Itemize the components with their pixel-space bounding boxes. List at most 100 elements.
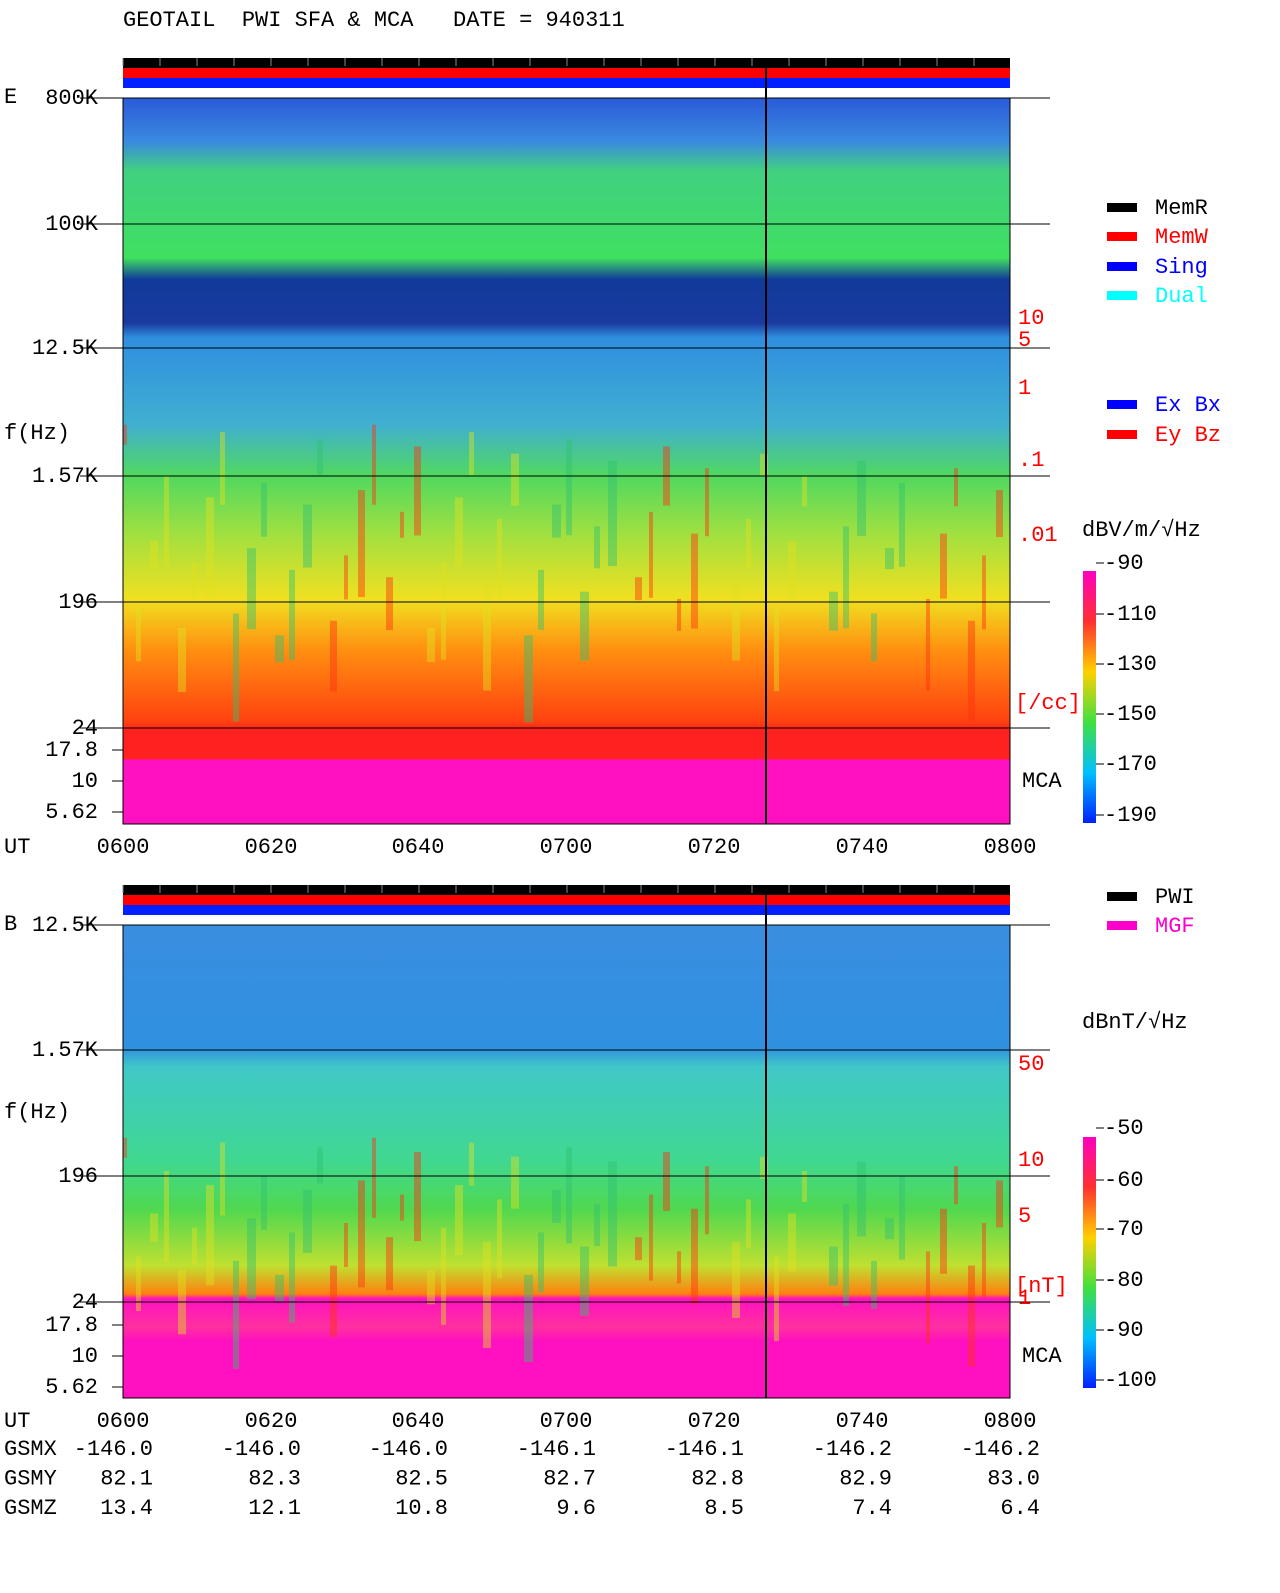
orbit-value: 82.9 xyxy=(839,1466,892,1491)
spectral-streak xyxy=(732,1241,740,1318)
spectral-streak xyxy=(330,620,337,692)
spectral-streak xyxy=(344,1222,348,1267)
legend-swatch xyxy=(1107,262,1137,271)
y-tick-label: 24 xyxy=(72,716,98,741)
legend-swatch xyxy=(1107,400,1137,409)
spectral-streak xyxy=(441,1227,446,1325)
spectral-streak xyxy=(317,1147,323,1184)
spectral-streak xyxy=(802,1170,807,1202)
spectral-streak xyxy=(843,526,849,629)
spectral-streak xyxy=(497,519,502,599)
x-tick-label: 0800 xyxy=(984,1409,1037,1434)
colorbar-tick-label: -150 xyxy=(1104,702,1157,727)
density-label: 10 xyxy=(1018,1148,1044,1173)
spectral-streak xyxy=(414,1152,421,1242)
spectral-streak xyxy=(123,424,127,445)
orbit-value: -146.2 xyxy=(961,1437,1040,1462)
spectral-streak xyxy=(275,635,284,663)
legend-label: MGF xyxy=(1155,914,1195,939)
title: GEOTAIL PWI SFA & MCA DATE = 940311 xyxy=(123,8,625,33)
legend-label: MemR xyxy=(1155,196,1208,221)
spectral-streak xyxy=(524,1275,533,1363)
spectral-streak xyxy=(330,1265,337,1337)
x-tick-label: 0600 xyxy=(97,1409,150,1434)
spectral-streak xyxy=(857,461,866,536)
spectral-streak xyxy=(261,482,267,537)
mca-label: MCA xyxy=(1022,769,1062,794)
spectral-streak xyxy=(788,1213,796,1272)
spectral-streak xyxy=(996,490,1003,538)
spectral-streak xyxy=(580,591,589,661)
spectral-streak xyxy=(247,548,256,630)
orbit-value: -146.0 xyxy=(369,1437,448,1462)
spectral-streak xyxy=(705,1166,709,1235)
legend-swatch xyxy=(1107,892,1137,901)
y-tick-label: 196 xyxy=(58,1164,98,1189)
x-tick-label: 0740 xyxy=(836,835,889,860)
panel-label: E xyxy=(4,85,17,110)
spectral-streak xyxy=(691,1208,698,1304)
panel-label: B xyxy=(4,912,17,937)
legend-label: Sing xyxy=(1155,255,1208,280)
spectral-streak xyxy=(566,1147,572,1244)
spectral-streak xyxy=(483,1241,491,1348)
spectral-streak xyxy=(829,1246,838,1286)
spectral-streak xyxy=(829,591,838,631)
spectral-streak xyxy=(566,439,572,536)
spectral-streak xyxy=(136,1256,141,1312)
spectral-streak xyxy=(192,1227,197,1265)
orbit-value: 82.7 xyxy=(543,1466,596,1491)
spectral-streak xyxy=(372,424,376,505)
x-tick-label: 0700 xyxy=(540,835,593,860)
spectral-streak xyxy=(552,504,561,538)
density-label: 1 xyxy=(1018,1286,1031,1311)
colorbar-tick-label: -190 xyxy=(1104,803,1157,828)
y-axis-label: f(Hz) xyxy=(4,421,70,446)
spectral-streak xyxy=(982,1222,986,1297)
spectral-streak xyxy=(677,598,681,631)
mode-bar xyxy=(123,78,1010,88)
spectral-streak xyxy=(317,439,323,476)
spectral-streak xyxy=(746,519,751,569)
spectral-streak xyxy=(663,1152,670,1212)
mode-bar xyxy=(123,68,1010,78)
x-tick-label: 0600 xyxy=(97,835,150,860)
legend-swatch xyxy=(1107,921,1137,930)
spectral-streak xyxy=(150,540,158,569)
spectral-streak xyxy=(441,562,446,660)
colorbar xyxy=(1083,571,1096,823)
spectral-streak xyxy=(164,475,169,567)
spectral-streak xyxy=(940,533,947,599)
orbit-value: -146.2 xyxy=(813,1437,892,1462)
spectral-streak xyxy=(635,1237,642,1261)
x-tick-label: 0640 xyxy=(392,835,445,860)
spectral-streak xyxy=(954,1166,958,1205)
colorbar-unit: dBV/m/√Hz xyxy=(1082,518,1201,543)
spectral-streak xyxy=(594,526,600,569)
spectral-streak xyxy=(760,1156,768,1179)
density-label: 1 xyxy=(1018,376,1031,401)
orbit-value: 10.8 xyxy=(395,1496,448,1521)
density-label: [/cc] xyxy=(1015,691,1081,716)
spectral-streak xyxy=(677,1251,681,1284)
density-label: 50 xyxy=(1018,1052,1044,1077)
colorbar-tick-label: -70 xyxy=(1104,1217,1144,1242)
mca-label: MCA xyxy=(1022,1344,1062,1369)
colorbar-unit: dBnT/√Hz xyxy=(1082,1010,1188,1035)
y-tick-label: 12.5K xyxy=(32,913,99,938)
spectral-streak xyxy=(760,453,768,476)
x-tick-label: 0700 xyxy=(540,1409,593,1434)
spectral-streak xyxy=(206,497,214,598)
spectral-streak xyxy=(968,620,975,722)
spectral-streak xyxy=(635,577,642,601)
x-tick-label: 0720 xyxy=(688,1409,741,1434)
spectrogram xyxy=(123,98,1010,824)
y-tick-label: 1.57K xyxy=(32,1038,99,1063)
spectral-streak xyxy=(691,533,698,629)
x-tick-label: 0620 xyxy=(245,1409,298,1434)
spectral-streak xyxy=(192,562,197,600)
legend-label: PWI xyxy=(1155,885,1195,910)
spectral-streak xyxy=(594,1204,600,1247)
orbit-value: 7.4 xyxy=(852,1496,892,1521)
orbit-value: 82.8 xyxy=(691,1466,744,1491)
